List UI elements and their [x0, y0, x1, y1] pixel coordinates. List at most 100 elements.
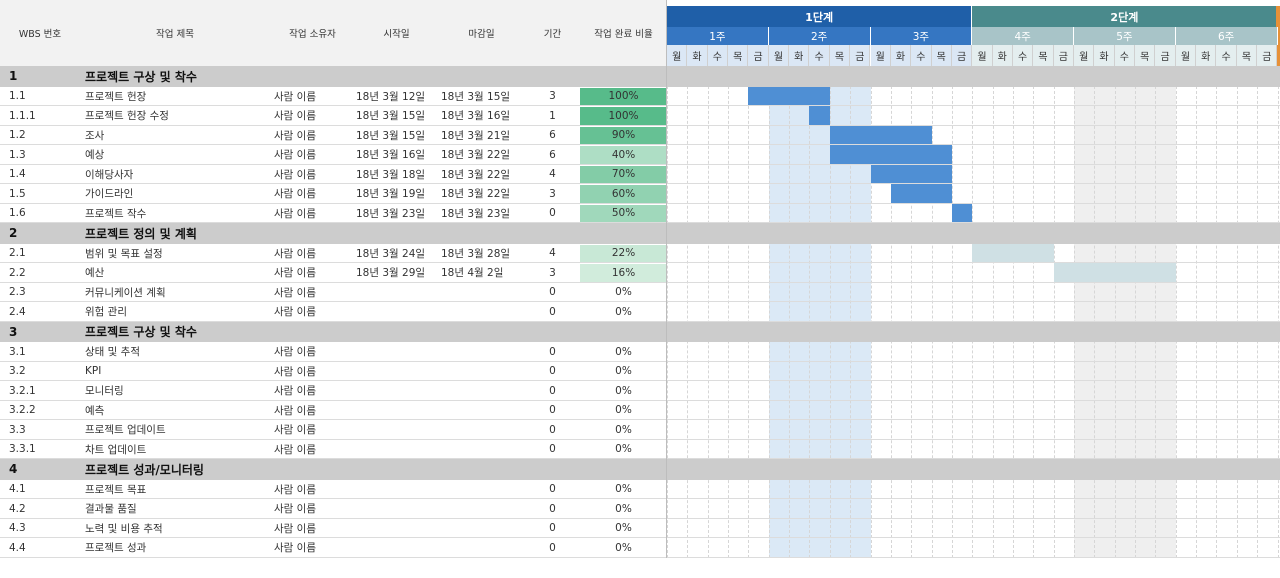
- task-title[interactable]: 차트 업데이트: [85, 443, 147, 456]
- task-percent-complete[interactable]: 16%: [580, 264, 667, 282]
- task-start-date[interactable]: [356, 499, 438, 519]
- task-title[interactable]: 프로젝트 업데이트: [85, 424, 166, 437]
- task-title[interactable]: 이해당사자: [85, 168, 134, 181]
- task-owner[interactable]: 사람 이름: [274, 365, 316, 378]
- task-title[interactable]: KPI: [85, 365, 102, 378]
- task-start-date[interactable]: 18년 3월 24일: [356, 247, 426, 260]
- task-title[interactable]: 커뮤니케이션 계획: [85, 286, 166, 299]
- task-percent-complete[interactable]: 0%: [615, 365, 632, 378]
- task-percent-complete[interactable]: 0%: [615, 404, 632, 417]
- task-owner[interactable]: 사람 이름: [274, 267, 316, 280]
- task-start-date[interactable]: 18년 3월 16일: [356, 149, 426, 162]
- task-percent-complete[interactable]: 90%: [580, 126, 667, 144]
- task-due-date[interactable]: 18년 3월 22일: [441, 149, 511, 162]
- task-start-date[interactable]: [356, 283, 438, 303]
- task-percent-complete[interactable]: 50%: [580, 204, 667, 222]
- task-percent-complete[interactable]: 70%: [580, 165, 667, 183]
- task-owner[interactable]: 사람 이름: [274, 346, 316, 359]
- task-due-date[interactable]: [441, 480, 525, 500]
- task-owner[interactable]: 사람 이름: [274, 503, 316, 516]
- task-percent-complete[interactable]: 40%: [580, 146, 667, 164]
- task-start-date[interactable]: 18년 3월 29일: [356, 267, 426, 280]
- task-percent-complete[interactable]: 0%: [615, 522, 632, 535]
- gantt-bar[interactable]: [809, 106, 830, 125]
- task-start-date[interactable]: [356, 538, 438, 558]
- task-due-date[interactable]: 18년 3월 28일: [441, 247, 511, 260]
- task-owner[interactable]: 사람 이름: [274, 188, 316, 201]
- task-title[interactable]: 조사: [85, 129, 105, 142]
- task-title[interactable]: 가이드라인: [85, 188, 134, 201]
- task-percent-complete[interactable]: 0%: [615, 483, 632, 496]
- task-title[interactable]: 프로젝트 작수: [85, 207, 147, 220]
- task-due-date[interactable]: [441, 499, 525, 519]
- task-start-date[interactable]: 18년 3월 18일: [356, 168, 426, 181]
- task-title[interactable]: 결과물 품질: [85, 503, 137, 516]
- task-start-date[interactable]: 18년 3월 15일: [356, 110, 426, 123]
- task-owner[interactable]: 사람 이름: [274, 522, 316, 535]
- task-start-date[interactable]: [356, 381, 438, 401]
- task-percent-complete[interactable]: 0%: [615, 345, 632, 358]
- task-percent-complete[interactable]: 0%: [615, 541, 632, 554]
- task-owner[interactable]: 사람 이름: [274, 110, 316, 123]
- gantt-bar[interactable]: [951, 203, 973, 222]
- task-owner[interactable]: 사람 이름: [274, 385, 316, 398]
- task-title[interactable]: 범위 및 목표 설정: [85, 247, 163, 260]
- task-start-date[interactable]: [356, 342, 438, 362]
- task-owner[interactable]: 사람 이름: [274, 129, 316, 142]
- task-owner[interactable]: 사람 이름: [274, 424, 316, 437]
- task-title[interactable]: 상태 및 추적: [85, 346, 140, 359]
- task-due-date[interactable]: [441, 342, 525, 362]
- task-due-date[interactable]: [441, 362, 525, 382]
- gantt-bar[interactable]: [890, 184, 952, 203]
- task-title[interactable]: 프로젝트 헌장 수정: [85, 110, 169, 123]
- task-owner[interactable]: 사람 이름: [274, 149, 316, 162]
- task-title[interactable]: 모니터링: [85, 385, 124, 398]
- task-owner[interactable]: 사람 이름: [274, 168, 316, 181]
- gantt-bar[interactable]: [829, 125, 932, 144]
- task-percent-complete[interactable]: 0%: [615, 286, 632, 299]
- task-due-date[interactable]: 18년 3월 16일: [441, 110, 511, 123]
- task-owner[interactable]: 사람 이름: [274, 286, 316, 299]
- task-title[interactable]: 노력 및 비용 추적: [85, 522, 163, 535]
- task-owner[interactable]: 사람 이름: [274, 483, 316, 496]
- task-due-date[interactable]: 18년 4월 2일: [441, 267, 504, 280]
- gantt-bar[interactable]: [972, 243, 1054, 262]
- task-due-date[interactable]: [441, 302, 525, 322]
- gantt-bar[interactable]: [748, 86, 830, 105]
- task-percent-complete[interactable]: 0%: [615, 384, 632, 397]
- task-due-date[interactable]: 18년 3월 22일: [441, 188, 511, 201]
- task-start-date[interactable]: [356, 420, 438, 440]
- task-due-date[interactable]: 18년 3월 21일: [441, 129, 511, 142]
- gantt-bar[interactable]: [829, 145, 952, 164]
- task-due-date[interactable]: [441, 440, 525, 460]
- task-start-date[interactable]: 18년 3월 15일: [356, 129, 426, 142]
- task-owner[interactable]: 사람 이름: [274, 542, 316, 555]
- task-start-date[interactable]: [356, 401, 438, 421]
- task-owner[interactable]: 사람 이름: [274, 207, 316, 220]
- task-due-date[interactable]: [441, 283, 525, 303]
- task-start-date[interactable]: 18년 3월 12일: [356, 90, 426, 103]
- task-title[interactable]: 예측: [85, 404, 105, 417]
- task-title[interactable]: 프로젝트 목표: [85, 483, 147, 496]
- task-owner[interactable]: 사람 이름: [274, 443, 316, 456]
- task-due-date[interactable]: [441, 420, 525, 440]
- task-start-date[interactable]: [356, 302, 438, 322]
- gantt-bar[interactable]: [870, 164, 952, 183]
- task-title[interactable]: 프로젝트 헌장: [85, 90, 147, 103]
- task-start-date[interactable]: 18년 3월 23일: [356, 207, 426, 220]
- task-start-date[interactable]: [356, 480, 438, 500]
- task-percent-complete[interactable]: 22%: [580, 244, 667, 262]
- task-due-date[interactable]: [441, 538, 525, 558]
- task-title[interactable]: 프로젝트 성과: [85, 542, 147, 555]
- task-due-date[interactable]: [441, 401, 525, 421]
- task-owner[interactable]: 사람 이름: [274, 247, 316, 260]
- task-owner[interactable]: 사람 이름: [274, 90, 316, 103]
- task-percent-complete[interactable]: 100%: [580, 87, 667, 105]
- task-start-date[interactable]: [356, 519, 438, 539]
- task-title[interactable]: 예상: [85, 149, 105, 162]
- task-owner[interactable]: 사람 이름: [274, 404, 316, 417]
- task-percent-complete[interactable]: 100%: [580, 107, 667, 125]
- task-due-date[interactable]: [441, 381, 525, 401]
- task-title[interactable]: 위험 관리: [85, 306, 127, 319]
- task-start-date[interactable]: [356, 440, 438, 460]
